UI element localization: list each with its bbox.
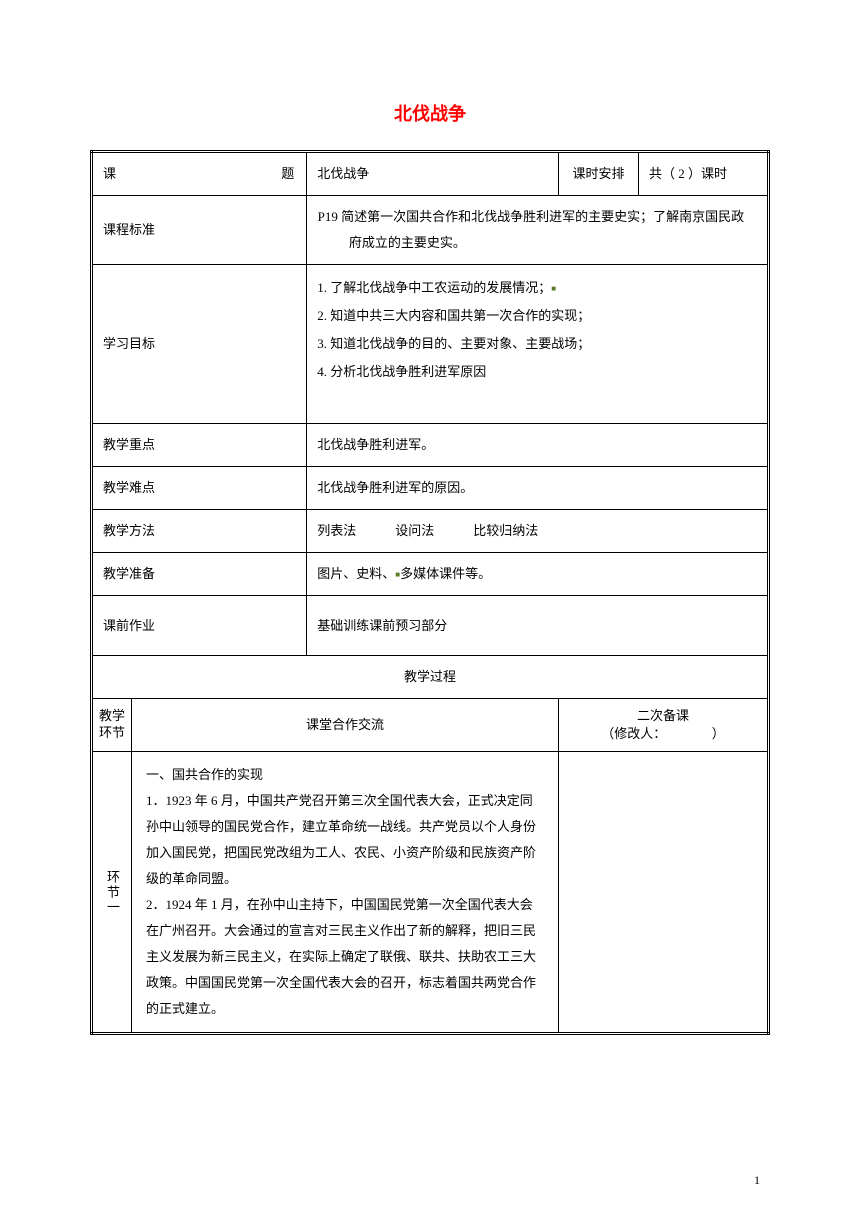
topic-value: 北伐战争 — [307, 152, 559, 196]
goals-label: 学习目标 — [92, 265, 307, 424]
process-columns-row: 教学环节 课堂合作交流 二次备课 （修改人： ） — [92, 699, 769, 752]
schedule-value: 共（ 2 ）课时 — [639, 152, 769, 196]
env1-row: 环节一 一、国共合作的实现 1．1923 年 6 月，中国共产党召开第三次全国代… — [92, 752, 769, 1034]
prep-row: 教学准备 图片、史料、■多媒体课件等。 — [92, 553, 769, 596]
second-line2: （修改人： ） — [569, 725, 757, 743]
prep-value: 图片、史料、■多媒体课件等。 — [307, 553, 769, 596]
col-env-label: 教学环节 — [92, 699, 132, 752]
method-value: 列表法 设问法 比较归纳法 — [307, 510, 769, 553]
standard-value: P19 简述第一次国共合作和北伐战争胜利进军的主要史实；了解南京国民政府成立的主… — [307, 196, 769, 265]
keypoint-row: 教学重点 北伐战争胜利进军。 — [92, 424, 769, 467]
second-line1: 二次备课 — [569, 707, 757, 725]
keypoint-label: 教学重点 — [92, 424, 307, 467]
prework-value: 基础训练课前预习部分 — [307, 596, 769, 656]
difficulty-label: 教学难点 — [92, 467, 307, 510]
goal-item: 3. 知道北伐战争的目的、主要对象、主要战场； — [317, 331, 757, 357]
lesson-plan-table: 课 题 北伐战争 课时安排 共（ 2 ）课时 课程标准 P19 简述第一次国共合… — [90, 150, 770, 1035]
page-number: 1 — [754, 1173, 760, 1188]
env1-p1: 1．1923 年 6 月，中国共产党召开第三次全国代表大会，正式决定同孙中山领导… — [146, 788, 544, 892]
prework-label: 课前作业 — [92, 596, 307, 656]
topic-label: 课 题 — [92, 152, 307, 196]
goal-text: 1. 了解北伐战争中工农运动的发展情况； — [317, 280, 551, 295]
prep-text-head: 图片、史料、 — [317, 566, 395, 581]
header-row: 课 题 北伐战争 课时安排 共（ 2 ）课时 — [92, 152, 769, 196]
goals-row: 学习目标 1. 了解北伐战争中工农运动的发展情况；■ 2. 知道中共三大内容和国… — [92, 265, 769, 424]
env1-label: 环节一 — [92, 752, 132, 1034]
page-title: 北伐战争 — [90, 100, 770, 126]
goal-item: 1. 了解北伐战争中工农运动的发展情况；■ — [317, 275, 757, 301]
col-second-label: 二次备课 （修改人： ） — [559, 699, 769, 752]
prework-row: 课前作业 基础训练课前预习部分 — [92, 596, 769, 656]
prep-label: 教学准备 — [92, 553, 307, 596]
method-label: 教学方法 — [92, 510, 307, 553]
env1-second — [559, 752, 769, 1034]
difficulty-row: 教学难点 北伐战争胜利进军的原因。 — [92, 467, 769, 510]
env1-heading: 一、国共合作的实现 — [146, 762, 544, 788]
goal-item: 4. 分析北伐战争胜利进军原因 — [317, 359, 757, 385]
col-coop-label: 课堂合作交流 — [132, 699, 559, 752]
method-row: 教学方法 列表法 设问法 比较归纳法 — [92, 510, 769, 553]
schedule-label: 课时安排 — [559, 152, 639, 196]
goal-spacer — [317, 387, 757, 413]
process-header-row: 教学过程 — [92, 656, 769, 699]
goal-item: 2. 知道中共三大内容和国共第一次合作的实现； — [317, 303, 757, 329]
standard-label: 课程标准 — [92, 196, 307, 265]
marker-icon: ■ — [551, 284, 556, 293]
standard-row: 课程标准 P19 简述第一次国共合作和北伐战争胜利进军的主要史实；了解南京国民政… — [92, 196, 769, 265]
difficulty-value: 北伐战争胜利进军的原因。 — [307, 467, 769, 510]
env1-content: 一、国共合作的实现 1．1923 年 6 月，中国共产党召开第三次全国代表大会，… — [132, 752, 559, 1034]
document-page: 北伐战争 课 题 北伐战争 课时安排 共（ 2 ）课时 课程标准 P19 简述第… — [0, 0, 860, 1216]
keypoint-value: 北伐战争胜利进军。 — [307, 424, 769, 467]
goals-cell: 1. 了解北伐战争中工农运动的发展情况；■ 2. 知道中共三大内容和国共第一次合… — [307, 265, 769, 424]
env1-p2: 2．1924 年 1 月，在孙中山主持下，中国国民党第一次全国代表大会在广州召开… — [146, 892, 544, 1022]
prep-text-tail: 多媒体课件等。 — [400, 566, 491, 581]
process-label: 教学过程 — [92, 656, 769, 699]
